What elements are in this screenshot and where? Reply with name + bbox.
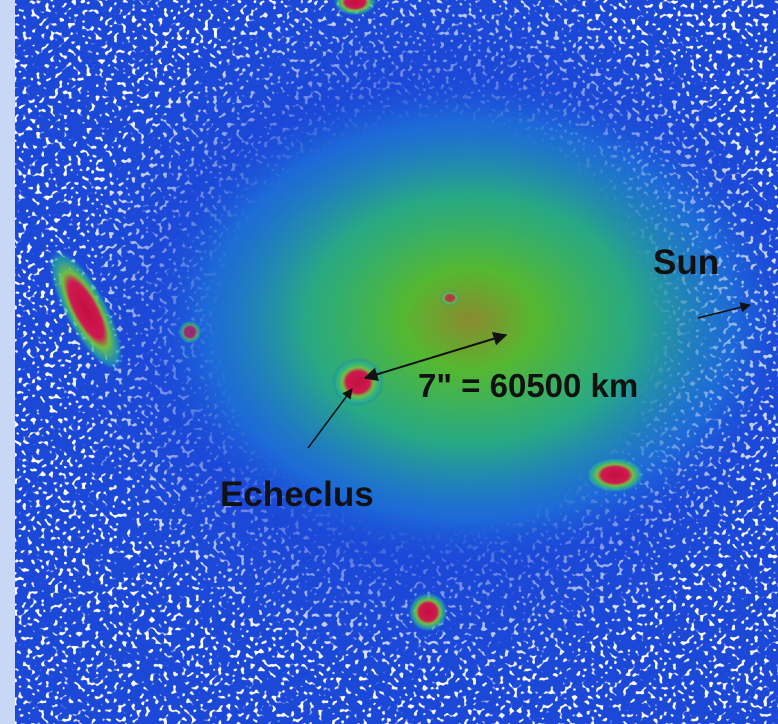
astro-image: Sun 7" = 60500 km Echeclus	[0, 0, 778, 724]
star	[440, 290, 460, 306]
echeclus-nucleus	[332, 358, 384, 406]
star	[178, 320, 202, 344]
page: Sun 7" = 60500 km Echeclus (() => { cons…	[0, 0, 778, 724]
object-label: Echeclus	[220, 475, 374, 514]
scale-label: 7" = 60500 km	[418, 367, 638, 404]
sun-label: Sun	[653, 243, 719, 282]
noise	[15, 0, 778, 724]
star	[585, 457, 645, 493]
star	[408, 592, 448, 632]
